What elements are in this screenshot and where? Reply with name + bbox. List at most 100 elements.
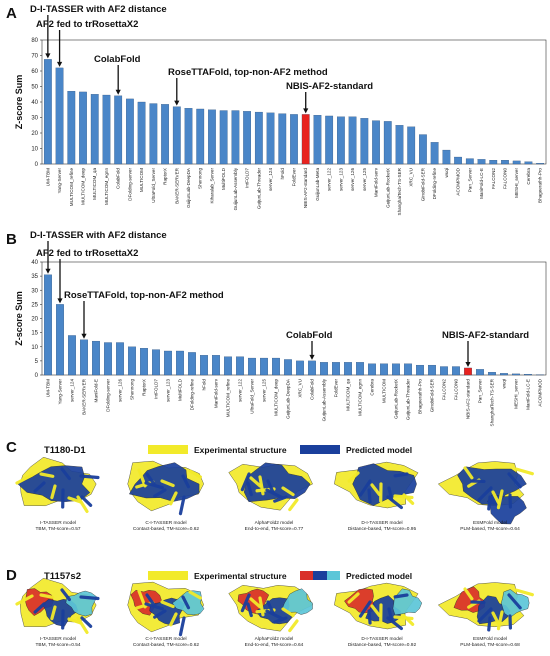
helix-element [249, 476, 262, 488]
bar-cerebra [524, 161, 533, 165]
bar-multifold [176, 350, 184, 376]
predicted-domain-cyan [281, 588, 313, 615]
helix-element [76, 616, 89, 635]
x-tick-label: GuijunLab-Assembly [233, 167, 238, 210]
helix-element [60, 588, 71, 602]
bar-foldever [332, 362, 340, 376]
bar-falcon2 [440, 366, 448, 376]
helix-element [76, 495, 89, 514]
bar-xrc-vu [296, 360, 304, 376]
helix-element [188, 469, 202, 479]
x-tick-label: GinobiFold-SER [420, 167, 425, 201]
annotation-arrowhead [45, 53, 51, 59]
x-tick-label: GinobiFold-SER [430, 378, 435, 412]
helix-element [145, 593, 156, 607]
annotation-arrowhead [45, 268, 51, 274]
helix-element [487, 616, 492, 632]
annotation-label: NBIS-AF2-standard [442, 330, 529, 341]
caption-title: AlphaFold2 model [255, 520, 294, 526]
helix-element [15, 473, 34, 485]
x-tick-label: ColabFold [116, 168, 121, 189]
bar-guijunlab-rocketx [392, 363, 400, 376]
bar-multicom-refine [67, 91, 76, 165]
x-tick-label: ManiFold-serv [214, 378, 219, 408]
helix-element [281, 486, 295, 497]
helix-element [496, 489, 504, 510]
x-tick-label: FALCON0 [502, 168, 507, 189]
x-tick-label: Cerebra [526, 168, 531, 185]
helix-element [487, 495, 492, 511]
caption-method: PLM-based, TM-score=0.68 [460, 642, 520, 648]
y-axis-label: Z-score Sum [14, 75, 24, 130]
x-tick-label: NBIS-AF2-standard [303, 168, 308, 209]
bar-foldever [290, 114, 298, 165]
y-tick-label: 40 [31, 260, 38, 266]
bar-guijunlab-assembly [231, 110, 240, 165]
helix-element [273, 616, 288, 624]
helix-element [507, 472, 522, 489]
caption-title: AlphaFold2 model [255, 636, 294, 642]
legend-pred-swatch-c [300, 445, 340, 454]
y-tick-label: 10 [31, 147, 38, 153]
x-tick-label: DFolding-refine [432, 168, 437, 200]
helix-element [265, 488, 284, 500]
panel-label-b: B [6, 231, 17, 248]
x-tick-label: Pan_Server [478, 379, 483, 404]
x-tick-label: XRC_VU [298, 379, 303, 398]
y-tick-label: 5 [35, 359, 39, 365]
x-tick-label: IntFOLD7 [245, 168, 250, 188]
x-tick-label: server_125 [262, 379, 267, 402]
helix-element [491, 490, 501, 505]
panel-label-d: D [6, 567, 17, 584]
caption-title: ESMFold model [473, 636, 507, 642]
caption-method: Contact-based, TM-score=0.62 [133, 642, 200, 648]
x-tick-label: server_122 [327, 168, 332, 191]
caption-title: C-I-TASSER model [145, 636, 186, 642]
x-tick-label: BAKER-SERVER [174, 167, 179, 204]
bar-falcon0 [452, 366, 460, 376]
x-tick-label: Pan_Server [467, 168, 472, 193]
y-tick-label: 20 [31, 317, 38, 323]
x-tick-label: FALCON2 [491, 168, 496, 189]
x-tick-label: GuijunLab-DeepDA [286, 378, 291, 419]
x-tick-label: FoldEver [292, 168, 297, 187]
bar-hfold [278, 113, 287, 165]
helix-element [393, 494, 414, 500]
bar-shanghaitech-ts-ser [395, 125, 404, 165]
bar-server-124 [266, 112, 275, 165]
x-tick-label: DFolding-refine [190, 379, 195, 411]
bar-ultrafold-server [248, 357, 256, 376]
x-tick-label: server_126 [118, 379, 123, 402]
bar-um-tbm [44, 274, 52, 376]
bar-guijunlab-deepda [184, 108, 193, 165]
x-tick-label: MULTICOM_deep [274, 379, 279, 416]
bar-multicom-refine [224, 356, 232, 376]
helix-element [477, 607, 493, 623]
bar-kiharalab-server [208, 109, 216, 165]
bar-falcon0 [501, 160, 509, 165]
panel-c-target: T1180-D1 [44, 445, 86, 456]
bar-colabfold [114, 95, 123, 165]
bar-intfold7 [152, 349, 160, 376]
y-tick-label: 30 [31, 288, 38, 294]
panel-d-header: T1157s2 Experimental structure Predicted… [44, 571, 412, 582]
bar-nbis-af2-standard [464, 367, 472, 376]
helix-element [386, 616, 403, 631]
y-tick-label: 15 [31, 331, 38, 337]
x-tick-label: FALCON0 [454, 379, 459, 400]
helix-element [50, 484, 57, 500]
annotation-label: AF2 fed to trRosettaX2 [36, 248, 138, 259]
helix-element [463, 587, 474, 601]
x-tick-label: server_122 [238, 379, 243, 402]
helix-element [266, 600, 275, 615]
x-tick-label: Yang-Server [58, 379, 63, 405]
x-tick-label: ManiFold-LC-E [479, 168, 484, 199]
x-tick-label: UM-TBM [45, 168, 50, 187]
y-tick-label: 35 [31, 274, 38, 280]
helix-element [15, 594, 34, 606]
caption-title: ESMFold model [473, 520, 507, 526]
